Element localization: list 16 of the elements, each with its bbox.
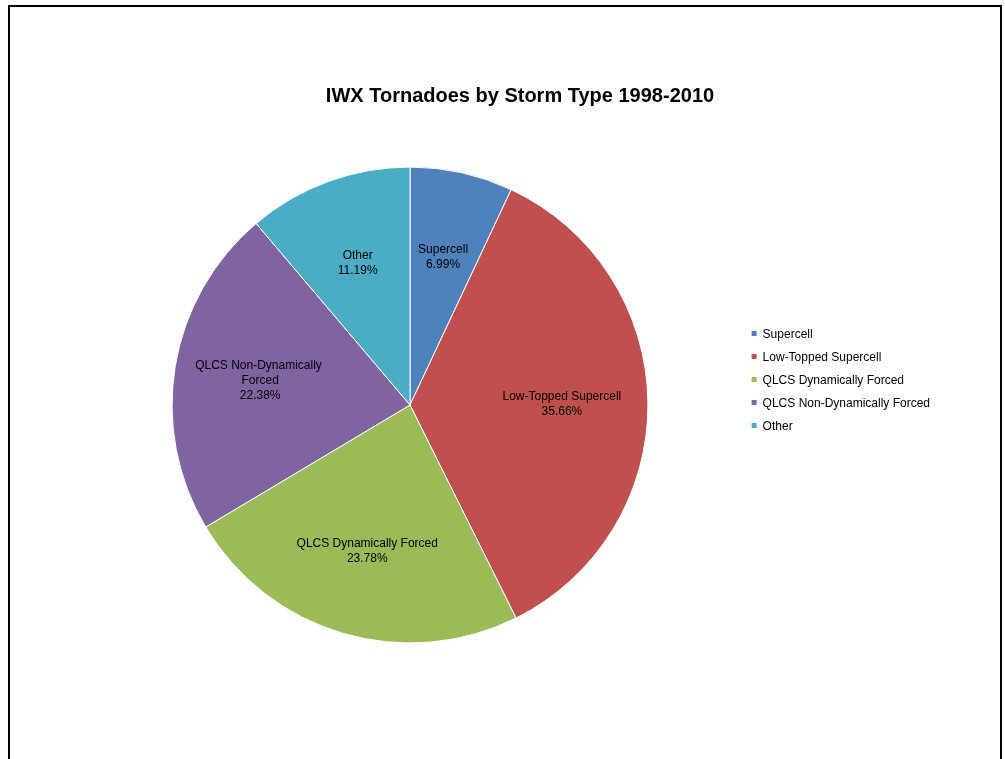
data-label: 22.38%	[239, 388, 281, 403]
data-label: 11.19%	[337, 262, 378, 277]
slice-label: QLCS Non-Dynamically Forced	[195, 358, 326, 388]
data-label: 6.99%	[426, 257, 461, 272]
data-label: 23.78%	[346, 551, 388, 566]
legend-label: QLCS Dynamically Forced	[762, 372, 904, 387]
slice-label: Other	[342, 247, 373, 262]
legend-label: QLCS Non-Dynamically Forced	[762, 395, 931, 410]
legend-label: Supercell	[762, 326, 813, 341]
slice-label: Supercell	[418, 242, 469, 257]
legend-label: Low-Topped Supercell	[762, 349, 882, 364]
chart-title: IWX Tornadoes by Storm Type 1998-2010	[325, 84, 715, 106]
slice-label: QLCS Dynamically Forced	[296, 536, 438, 551]
legend-label: Other	[762, 418, 793, 433]
slice-label: Low-Topped Supercell	[502, 388, 622, 403]
data-label: 35.66%	[541, 403, 583, 418]
